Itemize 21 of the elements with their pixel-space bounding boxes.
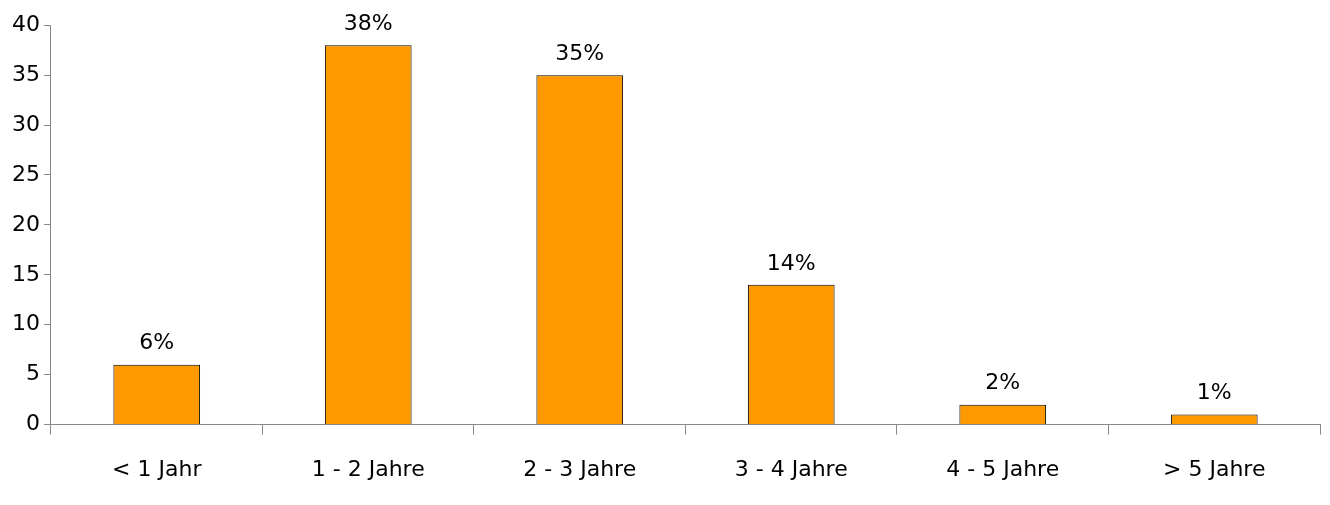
x-tick-label: 2 - 3 Jahre	[523, 455, 637, 481]
data-label: 6%	[139, 329, 175, 355]
data-label: 38%	[343, 9, 393, 35]
y-tick-label: 0	[25, 410, 40, 436]
y-tick-label: 5	[25, 360, 40, 386]
x-tick-label: 4 - 5 Jahre	[946, 455, 1060, 481]
x-tick-label: < 1 Jahr	[112, 455, 203, 481]
data-label: 2%	[985, 369, 1021, 395]
y-tick-label: 30	[11, 110, 40, 136]
y-tick-label: 20	[11, 210, 40, 236]
y-tick-label: 10	[11, 310, 40, 336]
x-tick-label: 3 - 4 Jahre	[734, 455, 848, 481]
x-tick-label: > 5 Jahre	[1163, 455, 1266, 481]
data-label: 35%	[555, 39, 605, 65]
data-label: 14%	[766, 249, 816, 275]
y-tick-label: 40	[11, 10, 40, 36]
y-tick-label: 15	[11, 260, 40, 286]
data-label: 1%	[1196, 379, 1232, 405]
y-tick-label: 25	[11, 160, 40, 186]
y-tick-label: 35	[11, 60, 40, 86]
x-tick-label: 1 - 2 Jahre	[311, 455, 425, 481]
